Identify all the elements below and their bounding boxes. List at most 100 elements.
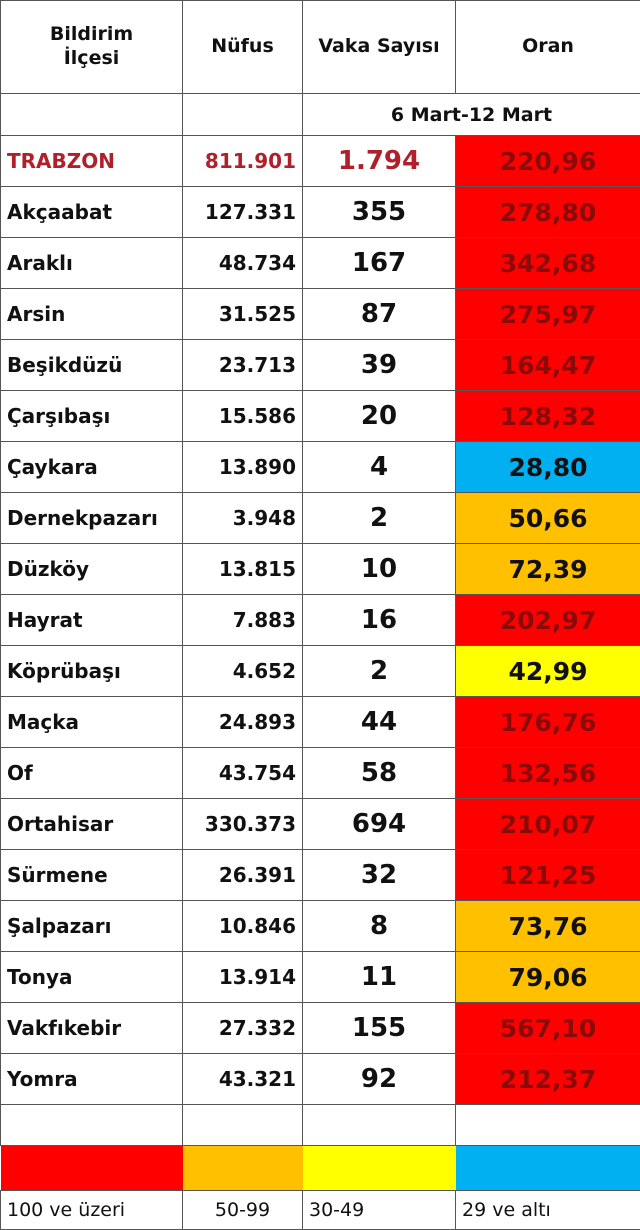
population: 24.893 [183, 697, 303, 748]
period-row: 6 Mart-12 Mart [1, 94, 640, 136]
district-name: Maçka [1, 697, 183, 748]
population: 811.901 [183, 136, 303, 187]
rate-value: 50,66 [456, 493, 640, 544]
legend-swatch-yellow [303, 1146, 456, 1191]
empty-cell [1, 94, 183, 136]
case-count: 1.794 [303, 136, 456, 187]
legend-label: 100 ve üzeri [1, 1191, 183, 1230]
empty-cell [183, 94, 303, 136]
legend-label: 50-99 [183, 1191, 303, 1230]
header-population: Nüfus [183, 1, 303, 94]
rate-value: 164,47 [456, 340, 640, 391]
case-count: 4 [303, 442, 456, 493]
header-rate: Oran [456, 1, 640, 94]
district-name: Akçaabat [1, 187, 183, 238]
district-name: Tonya [1, 952, 183, 1003]
case-count: 16 [303, 595, 456, 646]
rate-value: 121,25 [456, 850, 640, 901]
district-name: Araklı [1, 238, 183, 289]
rate-value: 212,37 [456, 1054, 640, 1105]
case-count: 39 [303, 340, 456, 391]
case-count: 87 [303, 289, 456, 340]
blank-row [1, 1105, 640, 1146]
district-name: Yomra [1, 1054, 183, 1105]
case-count: 11 [303, 952, 456, 1003]
empty-cell [456, 1105, 640, 1146]
rate-value: 132,56 [456, 748, 640, 799]
population: 13.914 [183, 952, 303, 1003]
district-name: Vakfıkebir [1, 1003, 183, 1054]
legend-swatch-orange [183, 1146, 303, 1191]
population: 31.525 [183, 289, 303, 340]
population: 43.321 [183, 1054, 303, 1105]
empty-cell [183, 1105, 303, 1146]
population: 4.652 [183, 646, 303, 697]
population: 127.331 [183, 187, 303, 238]
header-district: Bildirim İlçesi [1, 1, 183, 94]
rate-value: 342,68 [456, 238, 640, 289]
case-count: 2 [303, 646, 456, 697]
period-label: 6 Mart-12 Mart [303, 94, 640, 136]
population: 15.586 [183, 391, 303, 442]
population: 26.391 [183, 850, 303, 901]
case-count: 155 [303, 1003, 456, 1054]
population: 43.754 [183, 748, 303, 799]
rate-value: 210,07 [456, 799, 640, 850]
district-name: Hayrat [1, 595, 183, 646]
rate-value: 42,99 [456, 646, 640, 697]
empty-cell [1, 1105, 183, 1146]
empty-cell [303, 1105, 456, 1146]
district-name: Dernekpazarı [1, 493, 183, 544]
case-count: 10 [303, 544, 456, 595]
case-count: 8 [303, 901, 456, 952]
rate-value: 176,76 [456, 697, 640, 748]
case-count: 355 [303, 187, 456, 238]
population: 48.734 [183, 238, 303, 289]
case-count: 58 [303, 748, 456, 799]
population: 13.890 [183, 442, 303, 493]
population: 10.846 [183, 901, 303, 952]
rate-value: 278,80 [456, 187, 640, 238]
legend-label: 30-49 [303, 1191, 456, 1230]
district-name: Beşikdüzü [1, 340, 183, 391]
district-name: Düzköy [1, 544, 183, 595]
rate-value: 28,80 [456, 442, 640, 493]
population: 330.373 [183, 799, 303, 850]
case-count: 44 [303, 697, 456, 748]
case-count: 2 [303, 493, 456, 544]
population: 27.332 [183, 1003, 303, 1054]
district-name: Şalpazarı [1, 901, 183, 952]
district-name: Of [1, 748, 183, 799]
population: 13.815 [183, 544, 303, 595]
population: 7.883 [183, 595, 303, 646]
district-name: Çarşıbaşı [1, 391, 183, 442]
rate-value: 73,76 [456, 901, 640, 952]
district-name: TRABZON [1, 136, 183, 187]
case-count: 20 [303, 391, 456, 442]
district-name: Arsin [1, 289, 183, 340]
district-name: Sürmene [1, 850, 183, 901]
case-count: 32 [303, 850, 456, 901]
header-row: Bildirim İlçesi Nüfus Vaka Sayısı Oran [1, 1, 640, 94]
population: 3.948 [183, 493, 303, 544]
district-name: Ortahisar [1, 799, 183, 850]
population: 23.713 [183, 340, 303, 391]
rate-value: 79,06 [456, 952, 640, 1003]
rate-value: 128,32 [456, 391, 640, 442]
